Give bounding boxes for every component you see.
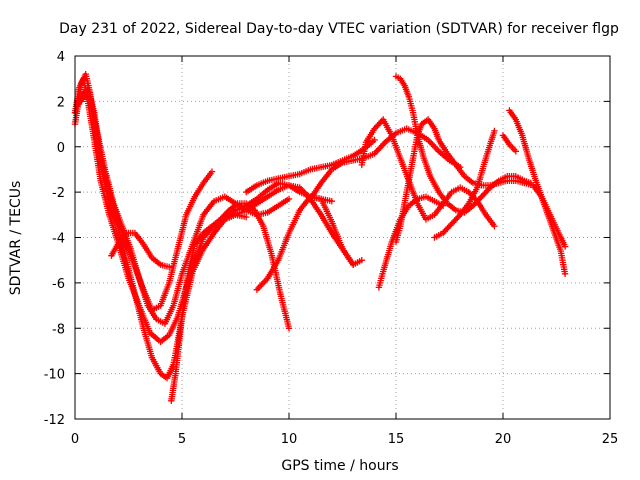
x-tick-label: 10	[281, 432, 298, 447]
y-tick-label: -6	[52, 277, 65, 292]
series-arc-10	[243, 136, 378, 196]
data-point-markers	[168, 200, 293, 404]
data-point-markers	[499, 132, 519, 155]
y-tick-label: -2	[52, 186, 65, 201]
x-tick-label: 5	[178, 432, 186, 447]
y-tick-label: -4	[52, 232, 65, 247]
data-series	[71, 71, 569, 404]
series-arc-3	[78, 84, 216, 314]
x-tick-label: 20	[495, 432, 512, 447]
y-tick-label: -12	[44, 413, 65, 428]
data-point-markers	[78, 84, 216, 314]
series-arc-17	[506, 107, 569, 277]
series-arc-15	[392, 73, 534, 216]
data-point-markers	[375, 193, 447, 291]
y-tick-label: 0	[57, 141, 65, 156]
y-tick-label: -8	[52, 322, 65, 337]
data-point-markers	[243, 136, 378, 196]
y-tick-label: -10	[44, 368, 65, 383]
y-tick-label: 2	[57, 95, 65, 110]
data-point-markers	[431, 127, 498, 241]
series-line	[170, 202, 290, 402]
axis-ticks: 0 5 10 15 20 25 -12 -10 -8 -6 -4 -2 0 2 4	[44, 50, 619, 447]
series-arc-5	[108, 229, 173, 271]
x-axis-label: GPS time / hours	[281, 458, 398, 474]
series-arc-18	[499, 132, 519, 155]
data-point-markers	[108, 229, 173, 271]
series-arc-16	[431, 127, 498, 241]
x-tick-label: 15	[388, 432, 405, 447]
x-tick-label: 25	[602, 432, 619, 447]
series-arc-13	[375, 193, 447, 291]
y-axis-label: SDTVAR / TECUs	[8, 181, 24, 296]
series-arc-6	[168, 200, 293, 404]
plot-frame	[74, 55, 611, 420]
chart-title: Day 231 of 2022, Sidereal Day-to-day VTE…	[59, 21, 619, 37]
data-point-markers	[506, 107, 569, 277]
x-tick-label: 0	[71, 432, 79, 447]
y-tick-label: 4	[57, 50, 65, 65]
grid	[75, 56, 610, 419]
